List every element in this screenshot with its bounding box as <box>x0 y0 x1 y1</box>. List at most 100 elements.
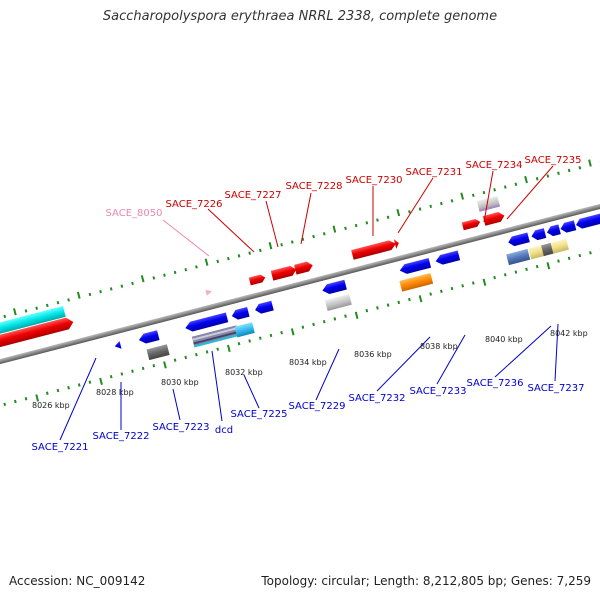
gene-sace-7236[interactable] <box>507 232 530 247</box>
gene-sace-7232-orange[interactable] <box>399 273 434 292</box>
gene-sace-7234[interactable] <box>461 218 481 231</box>
outer-ruler-tick <box>493 188 496 192</box>
inner-ruler-tick <box>344 314 347 318</box>
gene-steel[interactable] <box>506 248 531 266</box>
outer-ruler-tick <box>322 232 326 236</box>
label-sace-7232[interactable]: SACE_7232 <box>349 393 406 404</box>
gene-sace-7223-stripe-a <box>192 327 238 341</box>
inner-ruler-tick <box>205 350 209 354</box>
inner-ruler-tick <box>173 358 177 362</box>
gene-khaki-a[interactable] <box>528 245 544 260</box>
reverse-gene-labels: SACE_7221 SACE_7222 SACE_7223 dcd SACE_7… <box>32 378 585 453</box>
outer-ruler-tick <box>204 258 209 266</box>
outer-ruler-tick <box>290 240 294 244</box>
callout-sace-8050 <box>162 219 210 257</box>
label-sace-7236[interactable]: SACE_7236 <box>467 378 524 389</box>
outer-ruler-tick <box>163 273 166 277</box>
gene-dark-small[interactable] <box>541 242 554 257</box>
gene-sace-7226[interactable] <box>248 274 266 286</box>
label-sace-7229[interactable]: SACE_7229 <box>289 401 346 412</box>
inner-ruler-tick <box>589 251 592 255</box>
outer-ruler-tick <box>280 243 283 247</box>
callout-sace-7234 <box>483 170 494 223</box>
label-sace-7222[interactable]: SACE_7222 <box>93 431 150 442</box>
label-sace-7225[interactable]: SACE_7225 <box>231 409 288 420</box>
label-sace-7233[interactable]: SACE_7233 <box>410 386 467 397</box>
gene-sace-8050[interactable] <box>205 288 213 296</box>
scale-label-8034: 8034 kbp <box>289 358 327 367</box>
gene-sace-7237-d[interactable] <box>575 213 600 230</box>
gene-sace-7222-dark[interactable] <box>146 344 170 361</box>
outer-ruler-tick <box>503 185 507 189</box>
gene-sace-7221[interactable] <box>114 341 122 350</box>
label-sace-8050[interactable]: SACE_8050 <box>106 208 163 219</box>
outer-ruler-tick <box>76 291 81 299</box>
gene-sace-7235[interactable] <box>482 211 506 226</box>
gene-sace-7233[interactable] <box>434 250 461 266</box>
gene-sace-7222[interactable] <box>138 330 160 345</box>
gene-sace-7231[interactable] <box>393 238 400 249</box>
callout-sace-7235 <box>506 165 554 220</box>
label-sace-7221[interactable]: SACE_7221 <box>32 442 89 453</box>
scale-label-8026: 8026 kbp <box>32 401 70 410</box>
label-sace-7228[interactable]: SACE_7228 <box>286 181 343 192</box>
inner-ruler-tick <box>248 339 251 343</box>
inner-ruler-tick <box>322 319 326 324</box>
outer-ruler-tick <box>173 270 177 275</box>
gene-sace-7227[interactable] <box>270 265 298 281</box>
gene-sace-7223-stripe-c <box>194 333 240 348</box>
inner-ruler-tick <box>152 364 156 368</box>
gene-sace-7230[interactable] <box>351 239 397 260</box>
outer-ruler-tick <box>396 208 401 217</box>
label-sace-7230[interactable]: SACE_7230 <box>346 175 403 186</box>
gene-sace-7237-c[interactable] <box>559 220 577 233</box>
gene-sace-7229-grey[interactable] <box>324 294 352 311</box>
gene-sace-7229[interactable] <box>321 279 347 296</box>
gene-cyan-left[interactable] <box>0 306 66 348</box>
outer-ruler-tick <box>140 275 145 283</box>
inner-ruler-tick <box>195 352 198 357</box>
label-sace-7237[interactable]: SACE_7237 <box>528 383 585 394</box>
callout-sace-7237 <box>554 323 559 382</box>
gene-sace-7228[interactable] <box>294 260 314 275</box>
gene-sace-7223[interactable] <box>184 312 229 332</box>
inner-ruler-tick <box>493 275 496 280</box>
outer-ruler-tick <box>344 226 347 231</box>
inner-ruler-tick <box>301 325 305 329</box>
inner-ruler-tick <box>312 322 315 327</box>
gene-sace-7232[interactable] <box>399 257 432 275</box>
callout-sace-7231 <box>397 177 434 234</box>
label-sace-7231[interactable]: SACE_7231 <box>406 167 463 178</box>
outer-ruler-tick <box>88 292 92 297</box>
callout-sace-7221 <box>59 357 97 441</box>
gene-red-left[interactable] <box>0 316 75 361</box>
outer-ruler-tick <box>460 192 465 200</box>
outer-ruler-tick <box>588 159 592 167</box>
inner-ruler-tick <box>45 391 49 395</box>
gene-sace-7225[interactable] <box>254 300 274 315</box>
outer-ruler-tick <box>471 193 475 197</box>
inner-ruler-tick <box>450 286 454 291</box>
outer-ruler-tick <box>408 210 411 214</box>
inner-ruler-tick <box>14 399 17 404</box>
outer-ruler-tick <box>120 284 124 288</box>
gene-sace-7237-b[interactable] <box>546 224 561 237</box>
callout-lines <box>59 165 559 441</box>
label-dcd[interactable]: dcd <box>215 425 233 436</box>
outer-ruler-tick <box>578 166 582 170</box>
inner-ruler-tick <box>290 328 295 336</box>
gene-khaki-b[interactable] <box>550 238 569 254</box>
label-sace-7223[interactable]: SACE_7223 <box>153 422 210 433</box>
gene-dcd[interactable] <box>231 306 250 321</box>
gene-sace-7237-a[interactable] <box>530 228 547 241</box>
gene-dcd-sky[interactable] <box>234 322 255 338</box>
callout-sace-7223 <box>172 388 181 421</box>
label-sace-7234[interactable]: SACE_7234 <box>466 160 523 171</box>
label-sace-7235[interactable]: SACE_7235 <box>525 155 582 166</box>
label-sace-7227[interactable]: SACE_7227 <box>225 190 282 201</box>
label-sace-7226[interactable]: SACE_7226 <box>166 199 223 210</box>
callout-sace-7227 <box>265 200 279 248</box>
scale-label-8028: 8028 kbp <box>96 388 134 397</box>
inner-ruler-tick <box>503 273 507 277</box>
outer-ruler-tick <box>365 221 369 225</box>
